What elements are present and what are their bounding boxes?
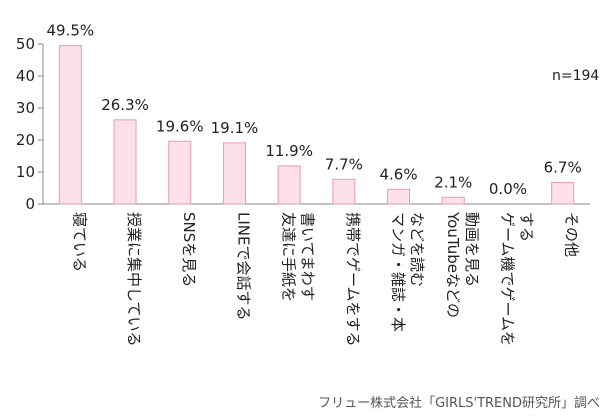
category-label: 動画を見る xyxy=(463,212,481,287)
y-tick-label: 10 xyxy=(16,163,35,181)
category-label: 書いてまわす xyxy=(299,212,317,301)
data-label: 0.0% xyxy=(489,180,527,198)
category-label: などを読む xyxy=(408,212,426,287)
bar xyxy=(387,188,411,205)
value-labels: 49.5% 26.3% 19.6% 19.1% 11.9% 7.7% 4.6% 2.1% 0.0… xyxy=(47,22,582,198)
data-label: 4.6% xyxy=(379,165,417,183)
category-label: 寝ている xyxy=(70,212,88,272)
bar xyxy=(551,182,575,205)
bar xyxy=(277,165,301,205)
category-label: LINEで会話する xyxy=(234,212,252,320)
data-label: 7.7% xyxy=(325,155,363,173)
data-label: 26.3% xyxy=(101,96,149,114)
y-tick-label: 30 xyxy=(16,99,35,117)
source-credit: フリュー株式会社「GIRLS'TREND研究所」調べ xyxy=(318,396,600,411)
category-label: する xyxy=(517,212,535,242)
bar xyxy=(332,178,356,205)
y-tick-label: 40 xyxy=(16,67,35,85)
category-label: 携帯でゲームをする xyxy=(344,212,362,347)
bar xyxy=(113,119,137,205)
bar xyxy=(58,45,82,205)
category-labels: 寝ている 授業に集中している SNSを見る LINEで会話する 友達に手紙を 書いてまわす… xyxy=(70,211,580,347)
category-label: 授業に集中している xyxy=(125,212,143,347)
data-label: 19.1% xyxy=(211,119,259,137)
data-label: 19.6% xyxy=(156,117,204,135)
y-tick-label: 20 xyxy=(16,131,35,149)
bar xyxy=(441,196,465,205)
category-label: その他 xyxy=(563,212,581,257)
y-tick-label: 0 xyxy=(25,195,35,213)
category-label: SNSを見る xyxy=(180,212,198,287)
data-label: 6.7% xyxy=(544,159,582,177)
data-label: 49.5% xyxy=(47,22,95,40)
sample-size-annotation: n=194 xyxy=(552,68,599,84)
category-label: マンガ・雑誌・本 xyxy=(389,212,407,332)
bar xyxy=(168,140,192,205)
data-label: 2.1% xyxy=(434,173,472,191)
category-label: 友達に手紙を xyxy=(280,212,298,302)
data-label: 11.9% xyxy=(265,142,313,160)
category-label: ゲーム機でゲームを xyxy=(498,212,516,346)
bar xyxy=(222,142,246,205)
category-label: YouTubeなどの xyxy=(444,211,462,318)
bars xyxy=(58,45,575,205)
y-tick-label: 50 xyxy=(16,35,35,53)
